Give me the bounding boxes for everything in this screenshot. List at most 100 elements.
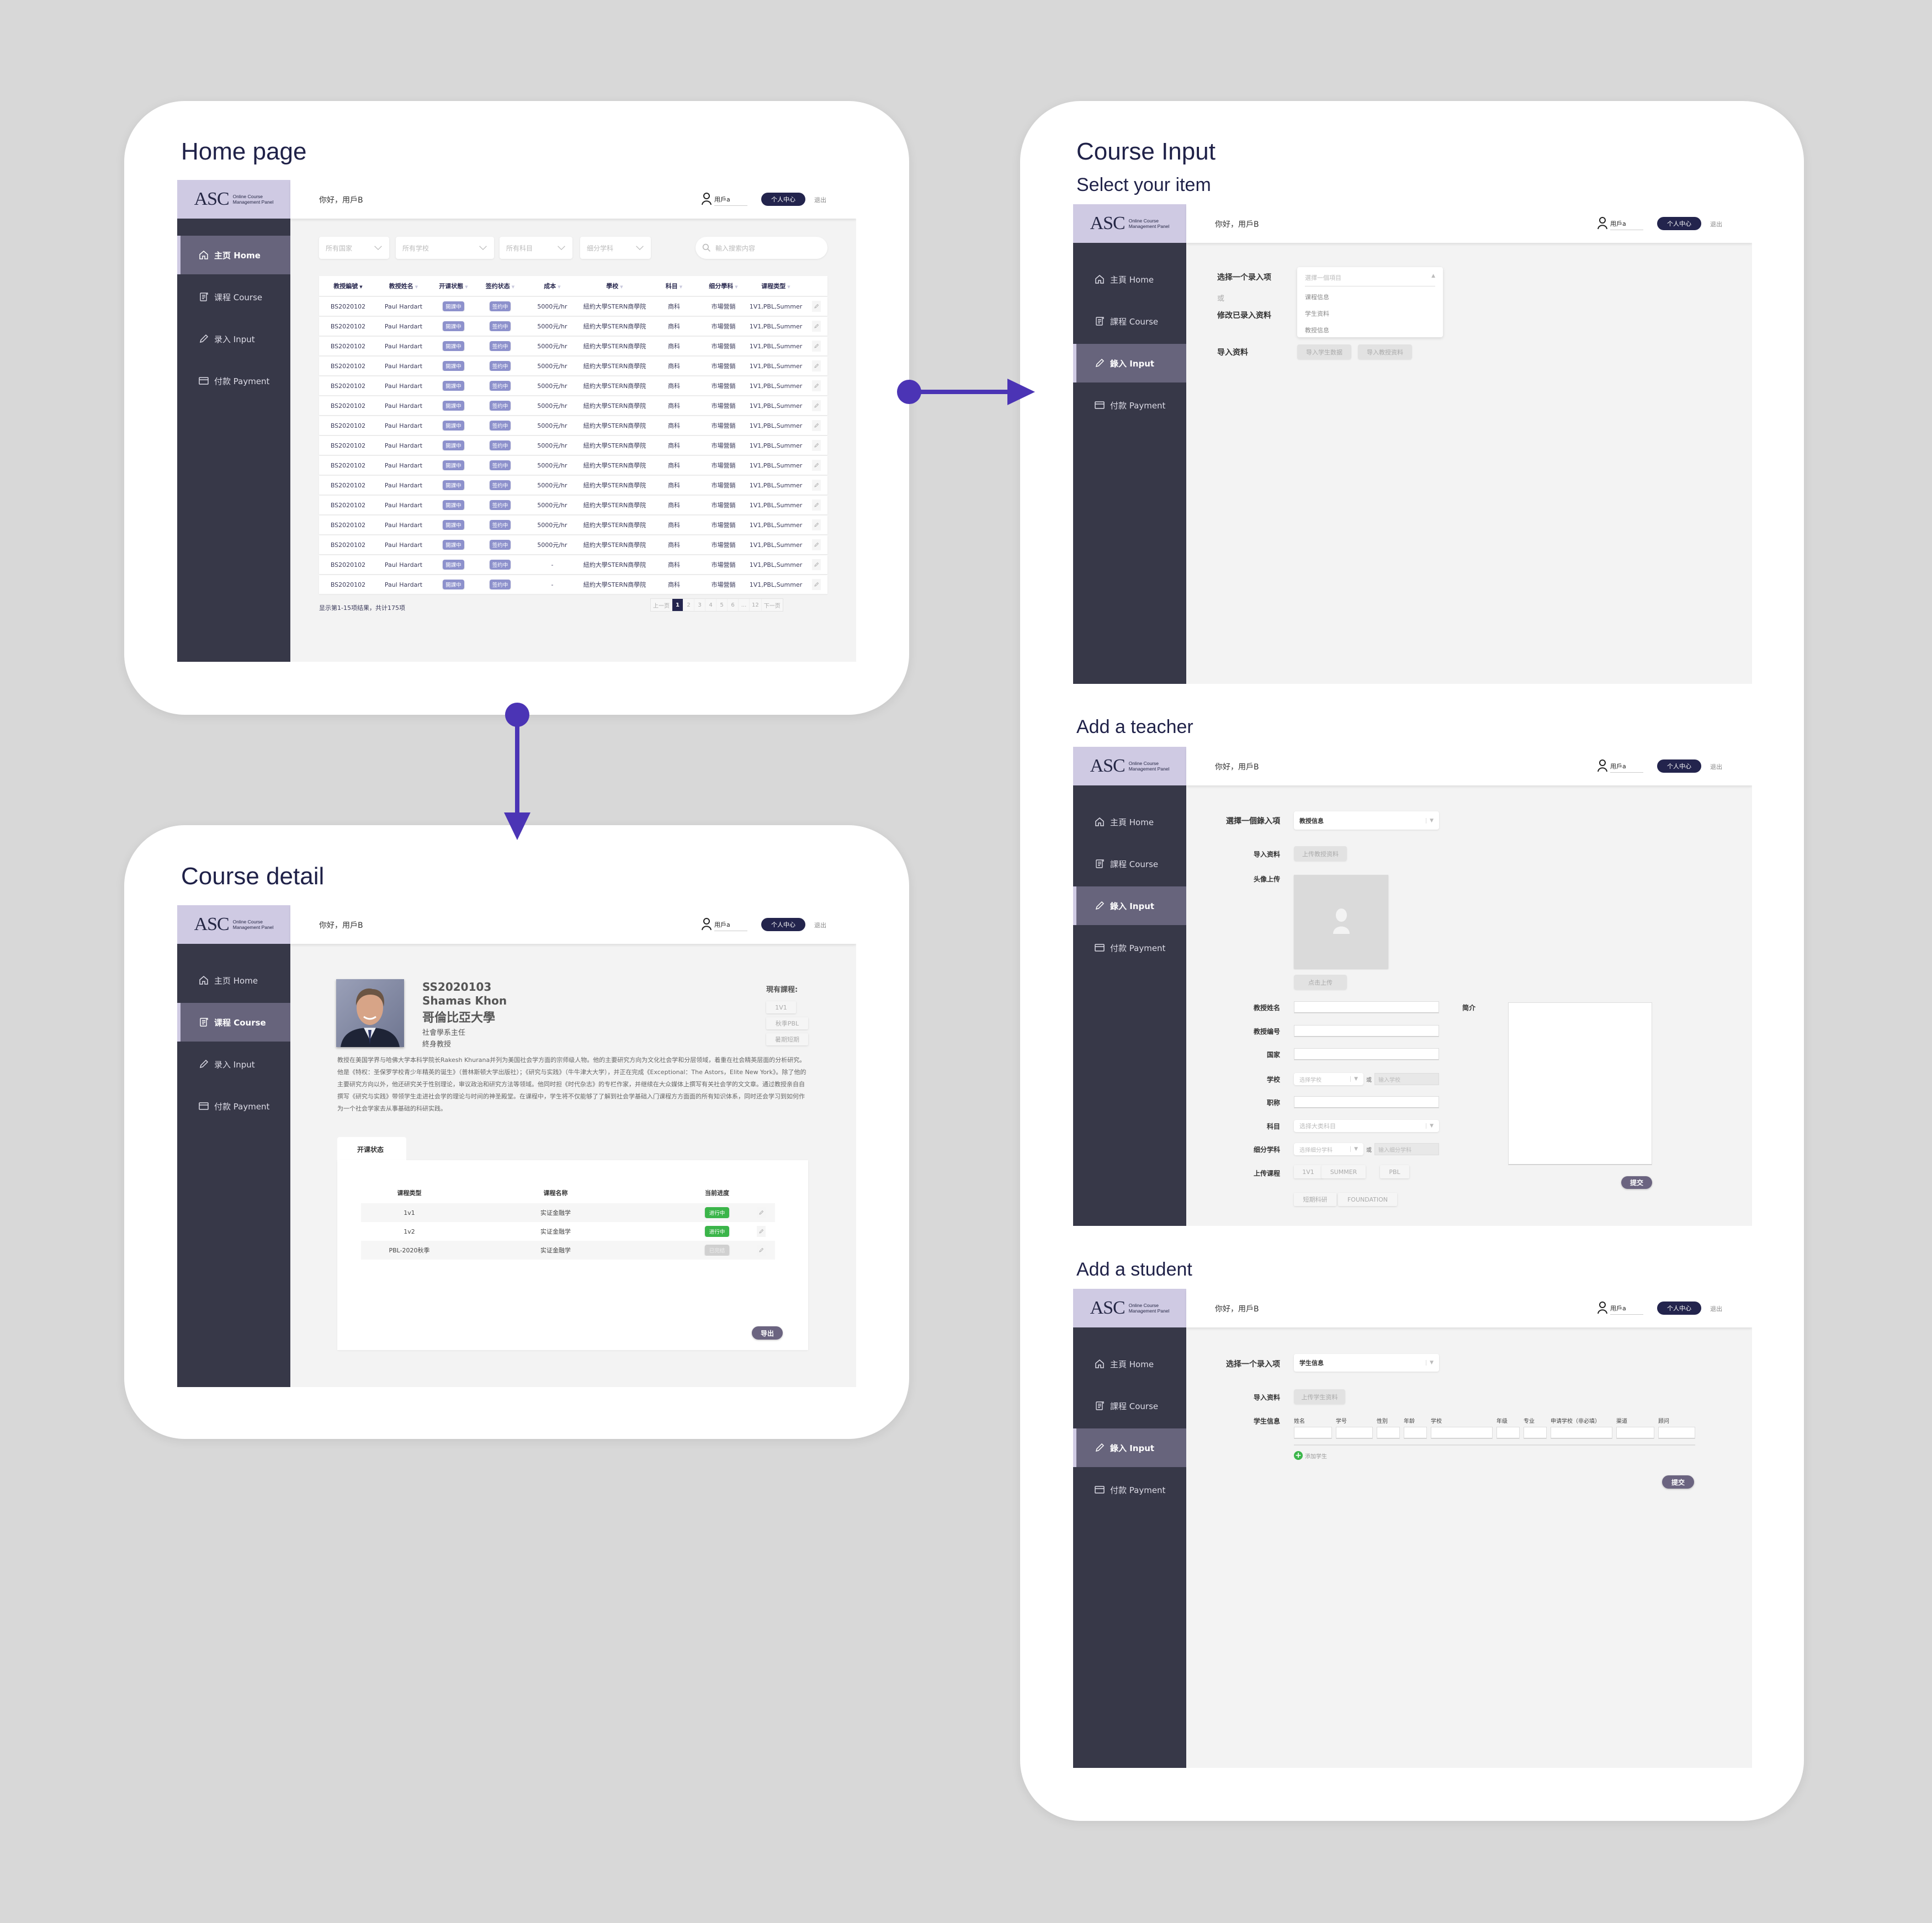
- course-row[interactable]: PBL-2020秋季 实证金融学 已完结: [361, 1241, 775, 1260]
- current-course-chip[interactable]: 1V1: [766, 1001, 796, 1013]
- edit-button[interactable]: [811, 341, 821, 352]
- table-row[interactable]: BS2020102 Paul Hardart 開課中 签约中 5000元/hr 紐約大學S…: [319, 396, 827, 415]
- pagination-page[interactable]: 6: [728, 599, 739, 611]
- course-chip[interactable]: PBL: [1380, 1165, 1409, 1178]
- edit-button[interactable]: [811, 519, 821, 530]
- profile-center-button[interactable]: 个人中心: [761, 193, 805, 206]
- tab-course-status[interactable]: 开课状态: [337, 1137, 406, 1160]
- submit-button[interactable]: 提交: [1621, 1176, 1652, 1189]
- sidebar-item-input[interactable]: 录入 Input: [177, 1045, 290, 1083]
- logout-link[interactable]: 退出: [814, 922, 826, 929]
- sidebar-item-input[interactable]: 錄入 Input: [1073, 344, 1186, 383]
- table-row[interactable]: BS2020102 Paul Hardart 開課中 签约中 5000元/hr 紐約大學S…: [319, 416, 827, 435]
- item-select[interactable]: 学生信息 ▼: [1294, 1354, 1439, 1372]
- pagination-page[interactable]: ...: [739, 599, 750, 611]
- click-upload-button[interactable]: 点击上传: [1294, 975, 1347, 990]
- sidebar-item-course[interactable]: 課程 Course: [1073, 844, 1186, 883]
- table-row[interactable]: BS2020102 Paul Hardart 開課中 签约中 5000元/hr 紐約大學S…: [319, 516, 827, 534]
- course-row[interactable]: 1v2 实证金融学 进行中: [361, 1222, 775, 1241]
- field-input-title[interactable]: [1294, 1096, 1439, 1108]
- edit-button[interactable]: [811, 301, 821, 312]
- app-logo[interactable]: ASC Online Course Management Panel: [177, 180, 290, 219]
- dropdown-option[interactable]: 学生资料: [1305, 310, 1329, 317]
- student-field-input[interactable]: [1431, 1427, 1493, 1439]
- column-header[interactable]: 教授姓名 ▼: [377, 281, 430, 290]
- pagination-page[interactable]: 3: [694, 599, 705, 611]
- pagination-page[interactable]: 2: [683, 599, 694, 611]
- pagination-page[interactable]: 1: [672, 599, 683, 611]
- edit-button[interactable]: [811, 420, 821, 431]
- sidebar-item-home[interactable]: 主页 Home: [177, 961, 290, 1000]
- course-row[interactable]: 1v1 实证金融学 进行中: [361, 1203, 775, 1222]
- item-dropdown[interactable]: 選擇一個項目 ▲ 课程信息 学生资料 教授信息: [1297, 267, 1443, 337]
- edit-button[interactable]: [811, 539, 821, 550]
- sidebar-item-home[interactable]: 主页 Home: [177, 236, 290, 274]
- column-header[interactable]: 教授編號 ▼: [319, 281, 377, 290]
- logout-link[interactable]: 退出: [1710, 221, 1722, 228]
- sidebar-item-payment[interactable]: 付款 Payment: [1073, 386, 1186, 424]
- edit-button[interactable]: [811, 440, 821, 451]
- export-button[interactable]: 导出: [752, 1326, 783, 1340]
- table-row[interactable]: BS2020102 Paul Hardart 開課中 签约中 5000元/hr 紐約大學S…: [319, 357, 827, 375]
- sidebar-item-course[interactable]: 课程 Course: [177, 278, 290, 316]
- edit-button[interactable]: [811, 559, 821, 570]
- table-row[interactable]: BS2020102 Paul Hardart 開課中 签约中 5000元/hr 紐約大學S…: [319, 297, 827, 316]
- table-row[interactable]: BS2020102 Paul Hardart 開課中 签约中 - 紐約大學STERN商學院…: [319, 575, 827, 594]
- table-row[interactable]: BS2020102 Paul Hardart 開課中 签约中 5000元/hr 紐約大學S…: [319, 376, 827, 395]
- sidebar-item-home[interactable]: 主頁 Home: [1073, 803, 1186, 841]
- edit-button[interactable]: [811, 460, 821, 471]
- filter-dropdown[interactable]: 所有国家: [319, 237, 389, 259]
- edit-button[interactable]: [811, 480, 821, 491]
- logout-link[interactable]: 退出: [814, 196, 826, 204]
- student-field-input[interactable]: [1404, 1427, 1427, 1439]
- table-row[interactable]: BS2020102 Paul Hardart 開課中 签约中 - 紐約大學STERN商學院…: [319, 555, 827, 574]
- import-professor-data-button[interactable]: 导入教授资料: [1358, 344, 1412, 359]
- field-select-subject[interactable]: 选择大类科目 ▼: [1294, 1120, 1439, 1132]
- field-input-name[interactable]: [1294, 1001, 1439, 1013]
- dropdown-option[interactable]: 课程信息: [1305, 294, 1329, 301]
- sidebar-item-course[interactable]: 课程 Course: [177, 1003, 290, 1042]
- edit-button[interactable]: [811, 360, 821, 371]
- table-row[interactable]: BS2020102 Paul Hardart 開課中 签约中 5000元/hr 紐約大學S…: [319, 476, 827, 495]
- edit-button[interactable]: [811, 321, 821, 332]
- field-select-subfield[interactable]: 选择细分学科 ▼: [1294, 1143, 1363, 1155]
- edit-button[interactable]: [811, 400, 821, 411]
- app-logo[interactable]: ASC Online Course Management Panel: [1073, 1289, 1186, 1327]
- username-field[interactable]: 用戶a: [1610, 219, 1643, 230]
- filter-dropdown[interactable]: 所有学校: [396, 237, 494, 259]
- search-input[interactable]: 輸入搜索内容: [696, 237, 827, 259]
- student-field-input[interactable]: [1616, 1427, 1654, 1439]
- item-select[interactable]: 教授信息 ▼: [1294, 811, 1439, 830]
- course-chip[interactable]: 1V1: [1294, 1165, 1323, 1178]
- app-logo[interactable]: ASC Online Course Management Panel: [1073, 204, 1186, 243]
- username-field[interactable]: 用戶a: [714, 920, 747, 931]
- edit-button[interactable]: [757, 1245, 766, 1256]
- pagination-page[interactable]: 5: [716, 599, 728, 611]
- student-field-input[interactable]: [1496, 1427, 1520, 1439]
- dropdown-option[interactable]: 教授信息: [1305, 327, 1329, 334]
- app-logo[interactable]: ASC Online Course Management Panel: [177, 905, 290, 944]
- add-student-button[interactable]: + 添加学生: [1294, 1451, 1327, 1460]
- course-chip[interactable]: FOUNDATION: [1338, 1193, 1397, 1206]
- current-course-chip[interactable]: 暑期短期: [766, 1033, 808, 1045]
- current-course-chip[interactable]: 秋季PBL: [766, 1017, 808, 1029]
- table-row[interactable]: BS2020102 Paul Hardart 開課中 签约中 5000元/hr 紐約大學S…: [319, 456, 827, 475]
- filter-dropdown[interactable]: 所有科目: [500, 237, 572, 259]
- student-field-input[interactable]: [1658, 1427, 1695, 1439]
- profile-center-button[interactable]: 个人中心: [1657, 1302, 1701, 1315]
- column-header[interactable]: 签约状态 ▼: [477, 281, 523, 290]
- app-logo[interactable]: ASC Online Course Management Panel: [1073, 747, 1186, 785]
- sidebar-item-course[interactable]: 課程 Course: [1073, 302, 1186, 341]
- intro-textarea[interactable]: [1508, 1002, 1652, 1165]
- profile-center-button[interactable]: 个人中心: [1657, 759, 1701, 773]
- username-field[interactable]: 用戶a: [1610, 762, 1643, 773]
- field-select-school[interactable]: 选择学校 ▼: [1294, 1073, 1363, 1085]
- student-field-input[interactable]: [1551, 1427, 1612, 1439]
- course-chip[interactable]: 短期科研: [1294, 1193, 1336, 1206]
- field-input-school[interactable]: 输入学校: [1374, 1073, 1439, 1085]
- column-header[interactable]: 科目 ▼: [648, 281, 700, 290]
- pagination-page[interactable]: 4: [705, 599, 716, 611]
- sidebar-item-course[interactable]: 課程 Course: [1073, 1387, 1186, 1425]
- column-header[interactable]: 學校 ▼: [581, 281, 648, 290]
- edit-button[interactable]: [757, 1226, 766, 1237]
